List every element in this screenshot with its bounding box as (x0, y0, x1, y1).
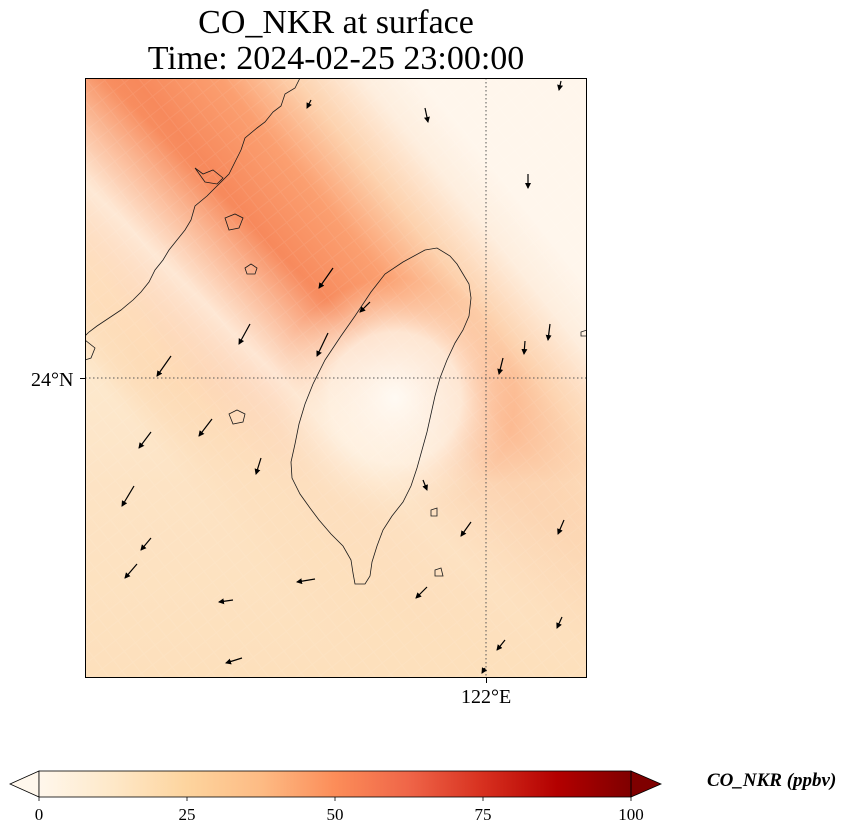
latitude-tick (80, 378, 85, 379)
colorbar-tick-label: 100 (618, 805, 644, 824)
wind-arrow (318, 267, 334, 289)
wind-arrow (156, 355, 172, 377)
wind-arrow (218, 598, 234, 605)
wind-arrow (460, 521, 472, 537)
colorbar-gradient (39, 771, 631, 797)
wind-arrow (316, 332, 329, 357)
longitude-tick (486, 678, 487, 683)
chart-title: CO_NKR at surface (198, 4, 474, 41)
wind-arrow (121, 485, 135, 507)
latitude-label: 24°N (31, 369, 74, 391)
longitude-label: 122°E (461, 686, 512, 708)
wind-arrow (496, 639, 506, 651)
colorbar-tick-label: 50 (326, 805, 344, 824)
colorbar-extend-min (9, 770, 40, 798)
wind-arrow (225, 657, 243, 665)
chart-subtitle-time: Time: 2024-02-25 23:00:00 (147, 40, 525, 77)
wind-arrow (198, 418, 213, 437)
wind-arrow (306, 99, 312, 109)
small-island (430, 507, 438, 517)
taiwan-coastline (290, 247, 472, 585)
colorbar-tick-label: 75 (474, 805, 492, 824)
colorbar-tick-label: 25 (178, 805, 196, 824)
colorbar-extend-max (630, 770, 663, 798)
small-island (580, 329, 587, 337)
wind-arrow (359, 301, 371, 313)
wind-arrow (545, 323, 552, 341)
wind-arrow (124, 563, 138, 579)
wind-arrow (254, 457, 262, 475)
wind-arrow (556, 616, 563, 629)
wind-arrow (557, 519, 565, 535)
wind-arrow (140, 537, 152, 551)
wind-arrow (424, 107, 430, 123)
small-island (434, 567, 444, 577)
colorbar-tick-label: 0 (34, 805, 44, 824)
colorbar-title: CO_NKR (ppbv) (707, 770, 837, 791)
wind-vectors (121, 80, 565, 674)
wind-arrow (138, 431, 152, 449)
wind-arrow (238, 323, 251, 345)
wind-arrow (422, 479, 428, 491)
coastlines (85, 78, 587, 585)
wind-arrow (296, 578, 316, 585)
china-coastline (85, 78, 301, 337)
map-panel (85, 78, 587, 678)
gridlines (85, 78, 587, 678)
wind-arrow (481, 667, 488, 674)
wind-arrow (557, 80, 564, 91)
colorbar (8, 768, 664, 802)
wind-arrow (521, 340, 528, 355)
wind-arrow (415, 586, 428, 599)
wind-arrow (497, 357, 504, 375)
